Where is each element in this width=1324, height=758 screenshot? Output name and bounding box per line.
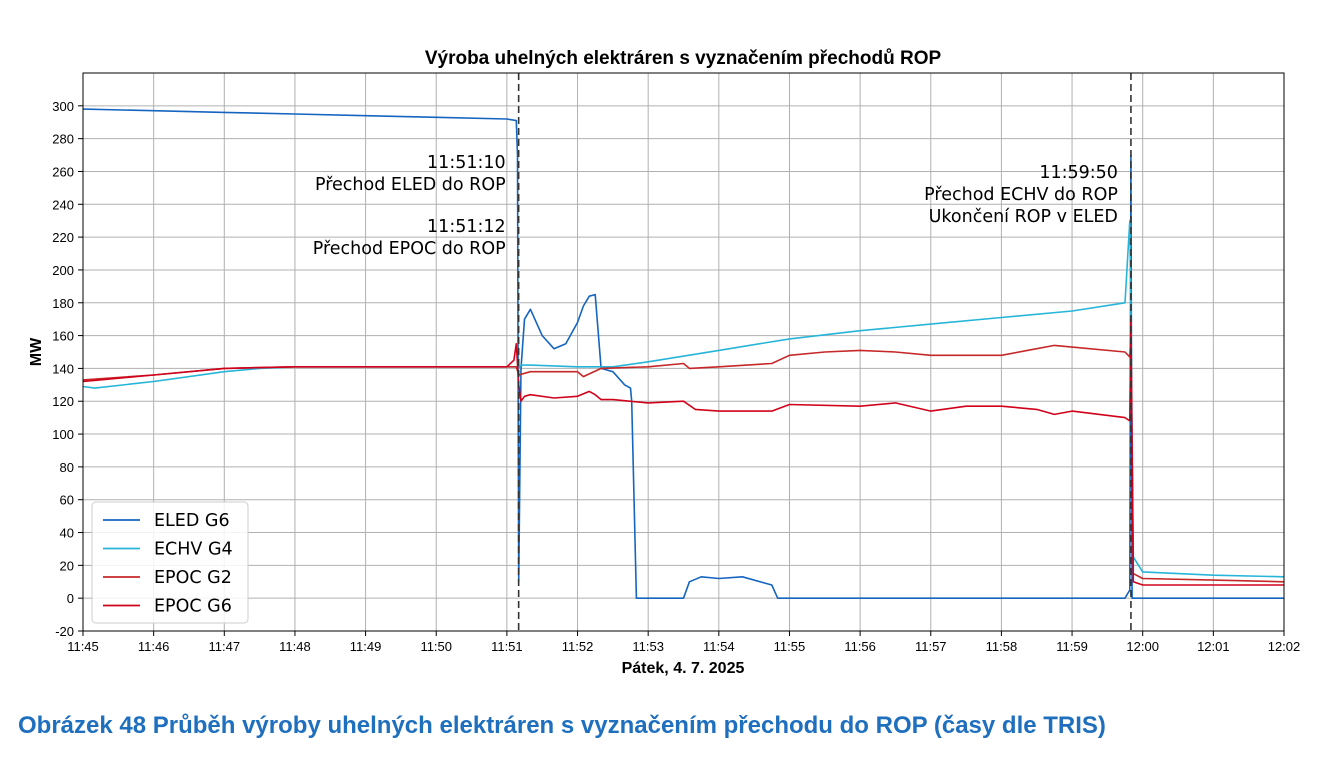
legend-label: EPOC G6 (154, 597, 232, 617)
x-tick-label: 11:51 (491, 639, 523, 654)
series-line-epoc-g6 (82, 318, 1284, 586)
transition-annotation: Ukončení ROP v ELED (929, 207, 1118, 227)
x-tick-label: 12:02 (1268, 639, 1301, 654)
x-tick-label: 11:56 (844, 639, 876, 654)
legend-label: ELED G6 (154, 511, 230, 531)
y-tick-label: 140 (52, 361, 74, 376)
y-axis: -20 0 20 40 60 80 100 120 140 160 180 200 220 240 260 2… (52, 99, 83, 639)
y-tick-label: 20 (60, 558, 74, 573)
y-tick-label: 60 (60, 493, 74, 508)
x-tick-label: 11:59 (1056, 639, 1088, 654)
y-tick-label: 160 (52, 329, 74, 344)
y-axis-label: MW (28, 337, 45, 366)
transition-annotation: 11:51:12 (427, 217, 506, 237)
x-tick-label: 11:53 (632, 639, 664, 654)
transition-annotation: Přechod ELED do ROP (315, 175, 506, 195)
plot-area (83, 73, 1284, 631)
x-tick-label: 12:01 (1197, 639, 1230, 654)
transition-annotation: Přechod EPOC do ROP (313, 239, 506, 259)
x-tick-label: 11:55 (774, 639, 806, 654)
x-tick-label: 11:45 (67, 639, 99, 654)
y-tick-label: 280 (52, 132, 74, 147)
y-tick-label: 0 (67, 591, 74, 606)
y-tick-label: 300 (52, 99, 74, 114)
legend-label: EPOC G2 (154, 568, 232, 588)
x-tick-label: 11:47 (209, 639, 241, 654)
x-tick-label: 11:54 (703, 639, 735, 654)
y-tick-label: 200 (52, 263, 74, 278)
transition-markers (517, 73, 1132, 631)
x-tick-label: 12:00 (1126, 639, 1159, 654)
legend-box (91, 501, 249, 624)
y-tick-label: 240 (52, 197, 74, 212)
x-axis: 11:45 11:46 11:47 11:48 11:49 11:50 11:51 11:52… (67, 631, 1300, 654)
x-tick-label: 11:48 (279, 639, 311, 654)
y-tick-label: 80 (60, 460, 74, 475)
figure-caption: Obrázek 48 Průběh výroby uhelných elektr… (18, 712, 1106, 739)
x-axis-label: Pátek, 4. 7. 2025 (622, 660, 745, 677)
legend: ELED G6 ECHV G4 EPOC G2 EPOC G6 (91, 501, 249, 624)
y-tick-label: 260 (52, 164, 74, 179)
x-tick-label: 11:52 (562, 639, 594, 654)
transition-annotation: 11:51:10 (427, 153, 506, 173)
x-tick-label: 11:57 (915, 639, 947, 654)
y-tick-label: 120 (52, 394, 74, 409)
x-tick-label: 11:49 (350, 639, 382, 654)
y-tick-label: 100 (52, 427, 74, 442)
plot-frame (82, 72, 1285, 632)
x-tick-label: 11:58 (986, 639, 1018, 654)
y-tick-label: 40 (60, 526, 74, 541)
transition-annotation: Přechod ECHV do ROP (924, 185, 1118, 205)
x-tick-label: 11:46 (138, 639, 170, 654)
series-line-eled-g6 (82, 108, 1284, 600)
y-tick-label: 180 (52, 296, 74, 311)
y-tick-label: 220 (52, 230, 74, 245)
y-tick-label: -20 (55, 624, 74, 639)
legend-label: ECHV G4 (154, 540, 233, 560)
chart: -20 0 20 40 60 80 100 120 140 160 180 200 220 240 260 2… (28, 48, 1300, 677)
x-tick-label: 11:50 (420, 639, 452, 654)
chart-title: Výroba uhelných elektráren s vyznačením … (425, 48, 942, 69)
transition-annotation: 11:59:50 (1039, 163, 1118, 183)
